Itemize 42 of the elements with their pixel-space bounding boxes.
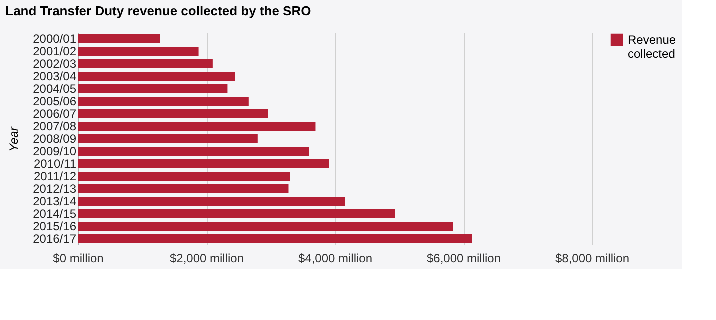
y-tick-label: 2012/13 (33, 182, 77, 196)
bar (78, 59, 213, 68)
bar (78, 147, 310, 156)
x-tick-label: $8,000 million (555, 252, 630, 266)
y-tick-label: 2004/05 (33, 82, 77, 96)
bar (78, 210, 396, 219)
y-tick-label: 2013/14 (33, 194, 77, 209)
y-tick-label: 2000/01 (33, 32, 77, 46)
y-axis-title: Year (7, 126, 22, 152)
bar (78, 84, 228, 94)
bar (78, 197, 346, 206)
bar (78, 122, 316, 131)
x-tick-label: $6,000 million (426, 252, 502, 266)
x-tick-label: $0 million (53, 252, 104, 266)
bar (78, 222, 454, 232)
y-tick-label: 2015/16 (33, 220, 77, 234)
y-tick-label: 2001/02 (33, 44, 77, 58)
bar (78, 234, 472, 244)
y-tick-label: 2008/09 (33, 132, 77, 146)
bar (78, 160, 330, 169)
y-tick-label: 2016/17 (33, 232, 77, 246)
y-tick-label: 2002/03 (33, 56, 77, 71)
bar (78, 172, 290, 182)
y-tick-label: 2010/11 (34, 157, 77, 172)
y-tick-label: 2011/12 (34, 170, 77, 184)
y-tick-label: 2009/10 (33, 144, 77, 159)
y-tick-label: 2003/04 (33, 69, 77, 84)
bar (78, 34, 160, 44)
y-tick-label: 2007/08 (33, 119, 77, 134)
y-tick-label: 2005/06 (33, 94, 77, 108)
y-tick-label: 2014/15 (33, 207, 77, 222)
bar (78, 96, 249, 106)
bar (78, 46, 199, 56)
bar (78, 109, 268, 118)
bar (78, 134, 258, 144)
x-tick-label: $4,000 million (298, 252, 373, 266)
legend-label: Revenue collected (628, 33, 676, 61)
bar (78, 72, 236, 81)
x-tick-label: $2,000 million (170, 252, 244, 266)
y-tick-label: 2006/07 (33, 106, 77, 121)
chart-title: Land Transfer Duty revenue collected by the SRO (6, 3, 312, 18)
bar (78, 184, 289, 194)
